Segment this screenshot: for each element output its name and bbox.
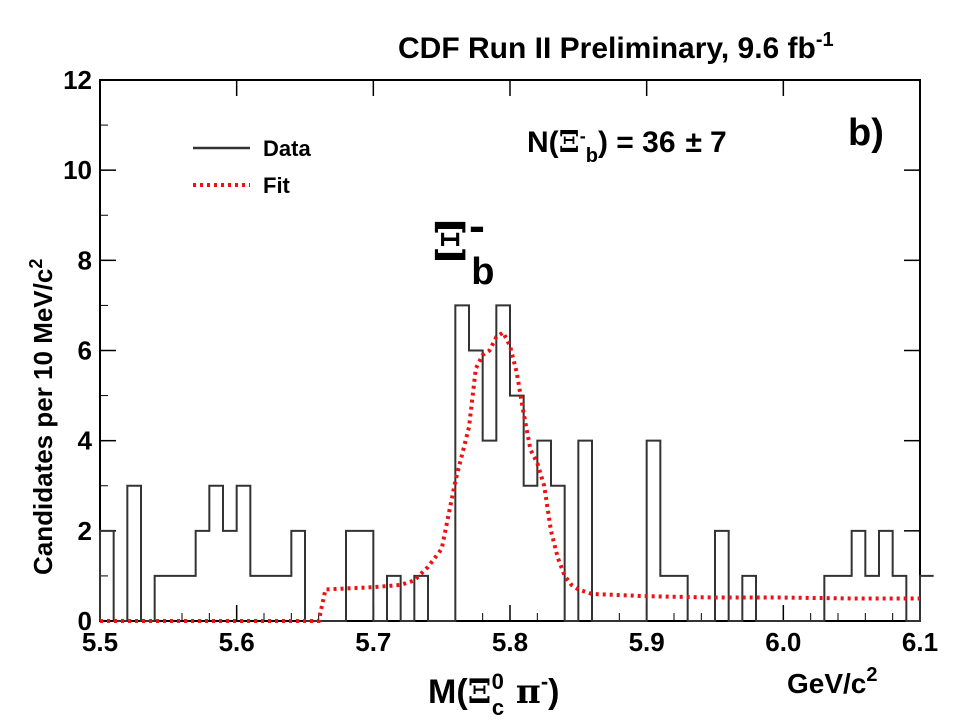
x-tick-labels: 5.5 5.6 5.7 5.8 5.9 6.0 6.1 <box>82 627 938 657</box>
data-bin <box>250 576 264 621</box>
data-bin <box>852 531 866 621</box>
x-tick-label: 5.6 <box>219 627 255 657</box>
y-tick-label: 8 <box>78 245 92 275</box>
data-bin <box>387 576 401 621</box>
x-tick-label: 5.5 <box>82 627 118 657</box>
data-bin <box>196 531 210 621</box>
x-unit-label: GeV/c2 <box>787 664 878 699</box>
y-tick-label: 4 <box>78 426 93 456</box>
data-bin <box>264 576 278 621</box>
data-bin <box>537 441 551 621</box>
legend: Data Fit <box>193 136 311 198</box>
y-tick-labels: 0 2 4 6 8 10 12 <box>63 65 92 636</box>
y-tick-label: 12 <box>63 65 92 95</box>
y-tick-label: 2 <box>78 516 92 546</box>
fit-curve <box>100 329 920 623</box>
y-axis-label: Candidates per 10 MeV/c2 <box>26 259 58 575</box>
data-bin <box>483 441 497 621</box>
data-bin <box>879 531 893 621</box>
legend-fit-label: Fit <box>263 173 291 198</box>
y-tick-label: 6 <box>78 336 92 366</box>
fit-series <box>100 329 920 623</box>
y-tick-label: 10 <box>63 155 92 185</box>
data-bin <box>291 531 305 621</box>
data-bin <box>647 441 661 621</box>
data-bin <box>155 576 169 621</box>
data-bin <box>127 486 141 621</box>
data-bin <box>237 486 251 621</box>
data-bin <box>524 486 538 621</box>
data-bin <box>346 531 360 621</box>
x-axis-label: M(Ξ0 c π-) <box>428 669 559 720</box>
x-tick-label: 6.1 <box>902 627 938 657</box>
data-bin <box>100 531 114 621</box>
y-tick-label: 0 <box>78 606 92 636</box>
data-histogram <box>99 304 934 622</box>
data-bin <box>182 576 196 621</box>
data-bin <box>715 531 729 621</box>
x-tick-label: 5.9 <box>629 627 665 657</box>
data-bin <box>168 576 182 621</box>
data-bin <box>496 305 510 621</box>
legend-data-label: Data <box>263 136 311 161</box>
data-bin <box>510 396 524 621</box>
yield-annotation: N(Ξ-b) = 36 ±7 <box>527 125 727 167</box>
x-tick-label: 5.8 <box>492 627 528 657</box>
x-tick-label: 6.0 <box>765 627 801 657</box>
data-bin <box>278 576 292 621</box>
x-tick-label: 5.7 <box>355 627 391 657</box>
data-bin <box>414 576 428 621</box>
data-bin <box>223 531 237 621</box>
data-bin <box>469 351 483 622</box>
data-bin <box>209 486 223 621</box>
panel-label: b) <box>848 112 884 154</box>
peak-label: Ξ-b <box>432 203 494 293</box>
chart-title: CDF Run II Preliminary, 9.6 fb-1 <box>398 29 834 65</box>
data-bin <box>360 531 374 621</box>
data-series <box>99 304 934 622</box>
data-bin <box>920 576 934 621</box>
data-bin <box>455 305 469 621</box>
